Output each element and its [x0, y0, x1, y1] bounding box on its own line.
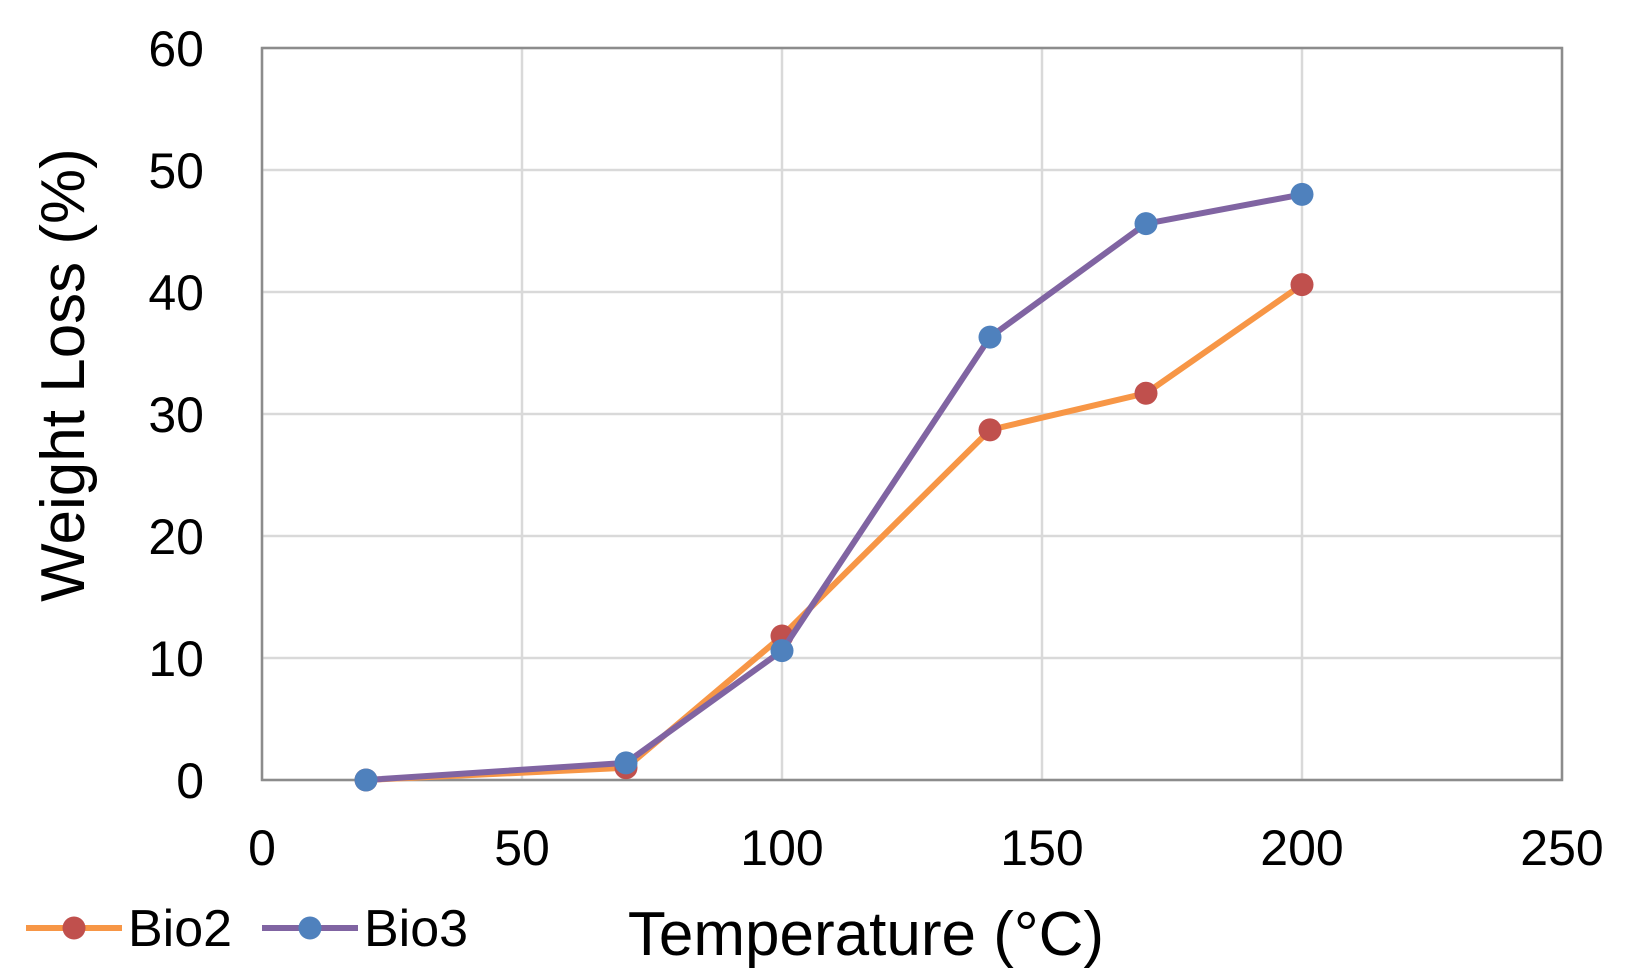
data-point-bio2 — [1134, 381, 1158, 405]
legend-marker — [298, 916, 322, 940]
data-point-bio3 — [770, 639, 794, 663]
x-tick-label: 250 — [1520, 820, 1603, 876]
y-tick-label: 50 — [148, 143, 204, 199]
x-tick-label: 100 — [740, 820, 823, 876]
x-tick-label: 0 — [248, 820, 276, 876]
plot-area-border — [260, 46, 1564, 782]
legend-item-bio3: Bio3 — [262, 900, 468, 958]
x-axis-tick-labels: 0 50 100 150 200 250 — [248, 820, 1604, 876]
series-layer — [354, 182, 1314, 792]
data-point-bio3 — [978, 325, 1002, 349]
data-point-bio2 — [978, 418, 1002, 442]
y-tick-label: 30 — [148, 387, 204, 443]
y-tick-label: 40 — [148, 265, 204, 321]
x-tick-label: 200 — [1260, 820, 1343, 876]
legend-item-bio2: Bio2 — [26, 900, 232, 958]
data-point-bio3 — [614, 751, 638, 775]
y-axis-title: Weight Loss (%) — [29, 148, 98, 602]
y-tick-label: 10 — [148, 631, 204, 687]
data-point-bio3 — [1134, 212, 1158, 236]
legend-marker — [62, 916, 86, 940]
x-tick-label: 50 — [494, 820, 550, 876]
series-bio3 — [354, 182, 1314, 792]
legend-label: Bio2 — [128, 900, 232, 958]
legend: Bio2 Bio3 — [26, 900, 468, 958]
legend-label: Bio3 — [364, 900, 468, 958]
y-axis-tick-labels: 0 10 20 30 40 50 60 — [148, 21, 204, 809]
series-line-bio2 — [363, 281, 1305, 783]
x-axis-title: Temperature (°C) — [628, 900, 1104, 969]
data-point-bio3 — [354, 768, 378, 792]
series-line-bio3 — [363, 191, 1305, 783]
y-tick-label: 0 — [176, 753, 204, 809]
data-point-bio3 — [1290, 182, 1314, 206]
y-tick-label: 20 — [148, 509, 204, 565]
data-point-bio2 — [1290, 273, 1314, 297]
x-tick-label: 150 — [1000, 820, 1083, 876]
y-tick-label: 60 — [148, 21, 204, 77]
